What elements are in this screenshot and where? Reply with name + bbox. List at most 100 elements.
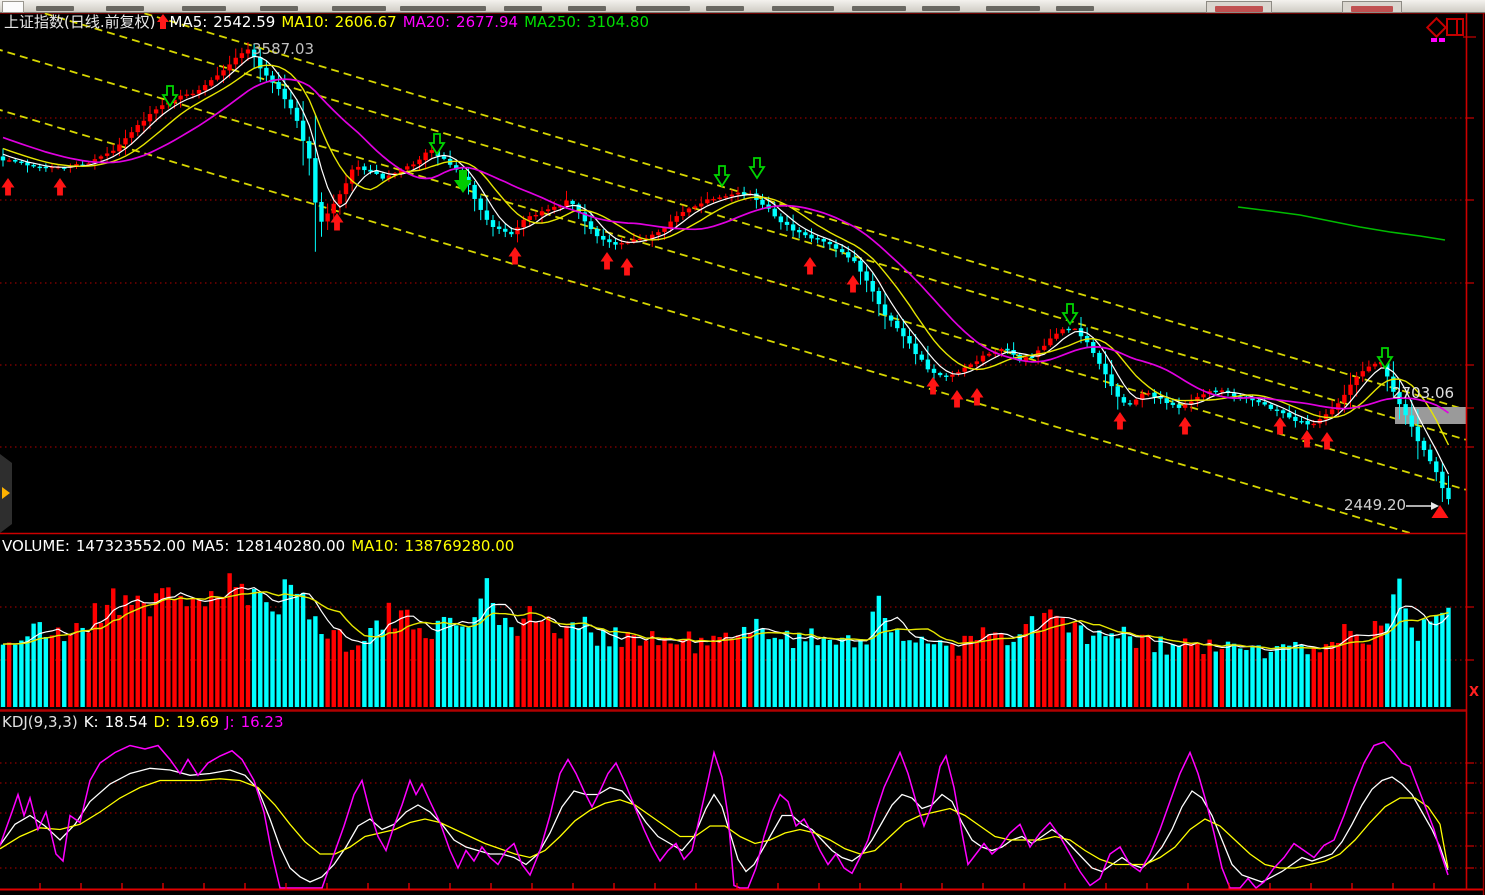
volume-bar — [864, 644, 869, 707]
volume-bar — [337, 629, 343, 707]
volume-bar — [251, 588, 257, 707]
volume-bar — [1372, 621, 1378, 707]
volume-bar — [1329, 641, 1335, 707]
volume-bar — [37, 622, 42, 707]
candle-body — [1121, 397, 1127, 403]
volume-bar — [784, 630, 790, 707]
candle-body — [1219, 390, 1225, 392]
vol-ma5-label: MA5: — [191, 537, 230, 555]
candle-body — [760, 199, 765, 205]
candle-body — [282, 88, 287, 100]
candle-body — [1287, 412, 1292, 418]
candle-body — [49, 166, 55, 169]
candle-body — [839, 249, 845, 253]
menubar-red-button-2[interactable] — [1342, 1, 1402, 13]
volume-bar — [625, 631, 630, 707]
candle-body — [398, 169, 404, 174]
candle-body — [582, 212, 588, 222]
sidebar-expand-handle[interactable] — [0, 454, 12, 533]
candle-body — [37, 166, 42, 169]
candle-body — [245, 49, 251, 54]
volume-bar — [202, 606, 208, 707]
volume-bar — [153, 593, 159, 707]
split-window-icon[interactable] — [1446, 18, 1464, 36]
candle-body — [429, 150, 434, 153]
candle-body — [533, 214, 539, 217]
volume-bar — [564, 625, 569, 707]
candle-body — [1250, 398, 1255, 401]
sell-arrow-hollow-icon — [748, 157, 766, 180]
volume-pane[interactable] — [0, 535, 1467, 709]
candle-body — [974, 361, 980, 364]
kdj-header: KDJ(9,3,3) K: 18.54 D: 19.69 J: 16.23 — [2, 714, 290, 730]
volume-bar — [692, 653, 698, 707]
volume-bar — [1017, 634, 1022, 707]
candle-body — [1421, 440, 1427, 451]
volume-bar — [1311, 647, 1316, 707]
ma10-label: MA10: — [281, 13, 329, 31]
volume-bar — [1440, 612, 1445, 707]
volume-bar — [92, 603, 98, 707]
candle-body — [1231, 393, 1237, 397]
close-pane-x-button[interactable]: X — [1469, 685, 1480, 700]
volume-value: 147323552.00 — [75, 537, 186, 555]
ma20-label: MA20: — [402, 13, 451, 31]
candle-body — [92, 159, 98, 163]
candle-body — [368, 169, 373, 172]
volume-bar — [968, 635, 973, 707]
candle-body — [784, 221, 790, 225]
volume-bar — [245, 605, 251, 707]
candle-body — [527, 216, 532, 220]
candle-body — [294, 107, 300, 121]
volume-bar — [1446, 607, 1451, 707]
low-price-label: 2449.20 — [1344, 496, 1407, 514]
volume-bar — [1097, 630, 1102, 707]
volume-bar — [1005, 645, 1010, 707]
volume-bar — [815, 645, 820, 707]
candle-body — [1146, 393, 1151, 395]
sell-arrow-hollow-icon — [428, 133, 446, 156]
candle-body — [821, 238, 826, 242]
main-price-pane[interactable] — [0, 14, 1467, 533]
candle-body — [778, 216, 784, 223]
candle-body — [680, 212, 686, 217]
candle-body — [772, 208, 777, 217]
candle-body — [1391, 376, 1396, 392]
candle-body — [1017, 354, 1022, 361]
candle-body — [153, 109, 159, 114]
kdj-pane[interactable] — [0, 712, 1467, 889]
menubar-red-button-1[interactable] — [1206, 1, 1272, 13]
kdj-j-label: J: — [225, 713, 235, 731]
volume-bar — [631, 635, 637, 707]
volume-bar — [1023, 624, 1029, 707]
candle-body — [405, 166, 410, 170]
volume-bar — [723, 632, 728, 707]
candle-body — [325, 213, 330, 222]
volume-bar — [221, 596, 226, 707]
volume-bar — [613, 627, 618, 707]
volume-bar — [307, 619, 312, 707]
candle-body — [233, 57, 238, 65]
candle-body — [31, 164, 36, 167]
candle-body — [870, 281, 875, 292]
candle-body — [319, 201, 324, 222]
volume-bar — [558, 638, 563, 707]
sell-arrow-hollow-icon — [161, 85, 179, 108]
menubar[interactable] — [0, 0, 1485, 13]
volume-bar — [637, 645, 643, 707]
volume-bar — [1011, 641, 1016, 707]
candle-body — [1078, 328, 1084, 337]
volume-bar — [895, 628, 900, 707]
volume-ma5-line — [2, 586, 1449, 652]
volume-bar — [13, 644, 18, 707]
volume-bar — [1250, 646, 1255, 707]
volume-bar — [588, 632, 594, 707]
volume-bar — [111, 588, 116, 707]
volume-bar — [950, 644, 955, 707]
candle-body — [1189, 401, 1194, 405]
candle-body — [1311, 423, 1316, 426]
candle-body — [1195, 396, 1200, 402]
volume-bar — [160, 588, 165, 707]
